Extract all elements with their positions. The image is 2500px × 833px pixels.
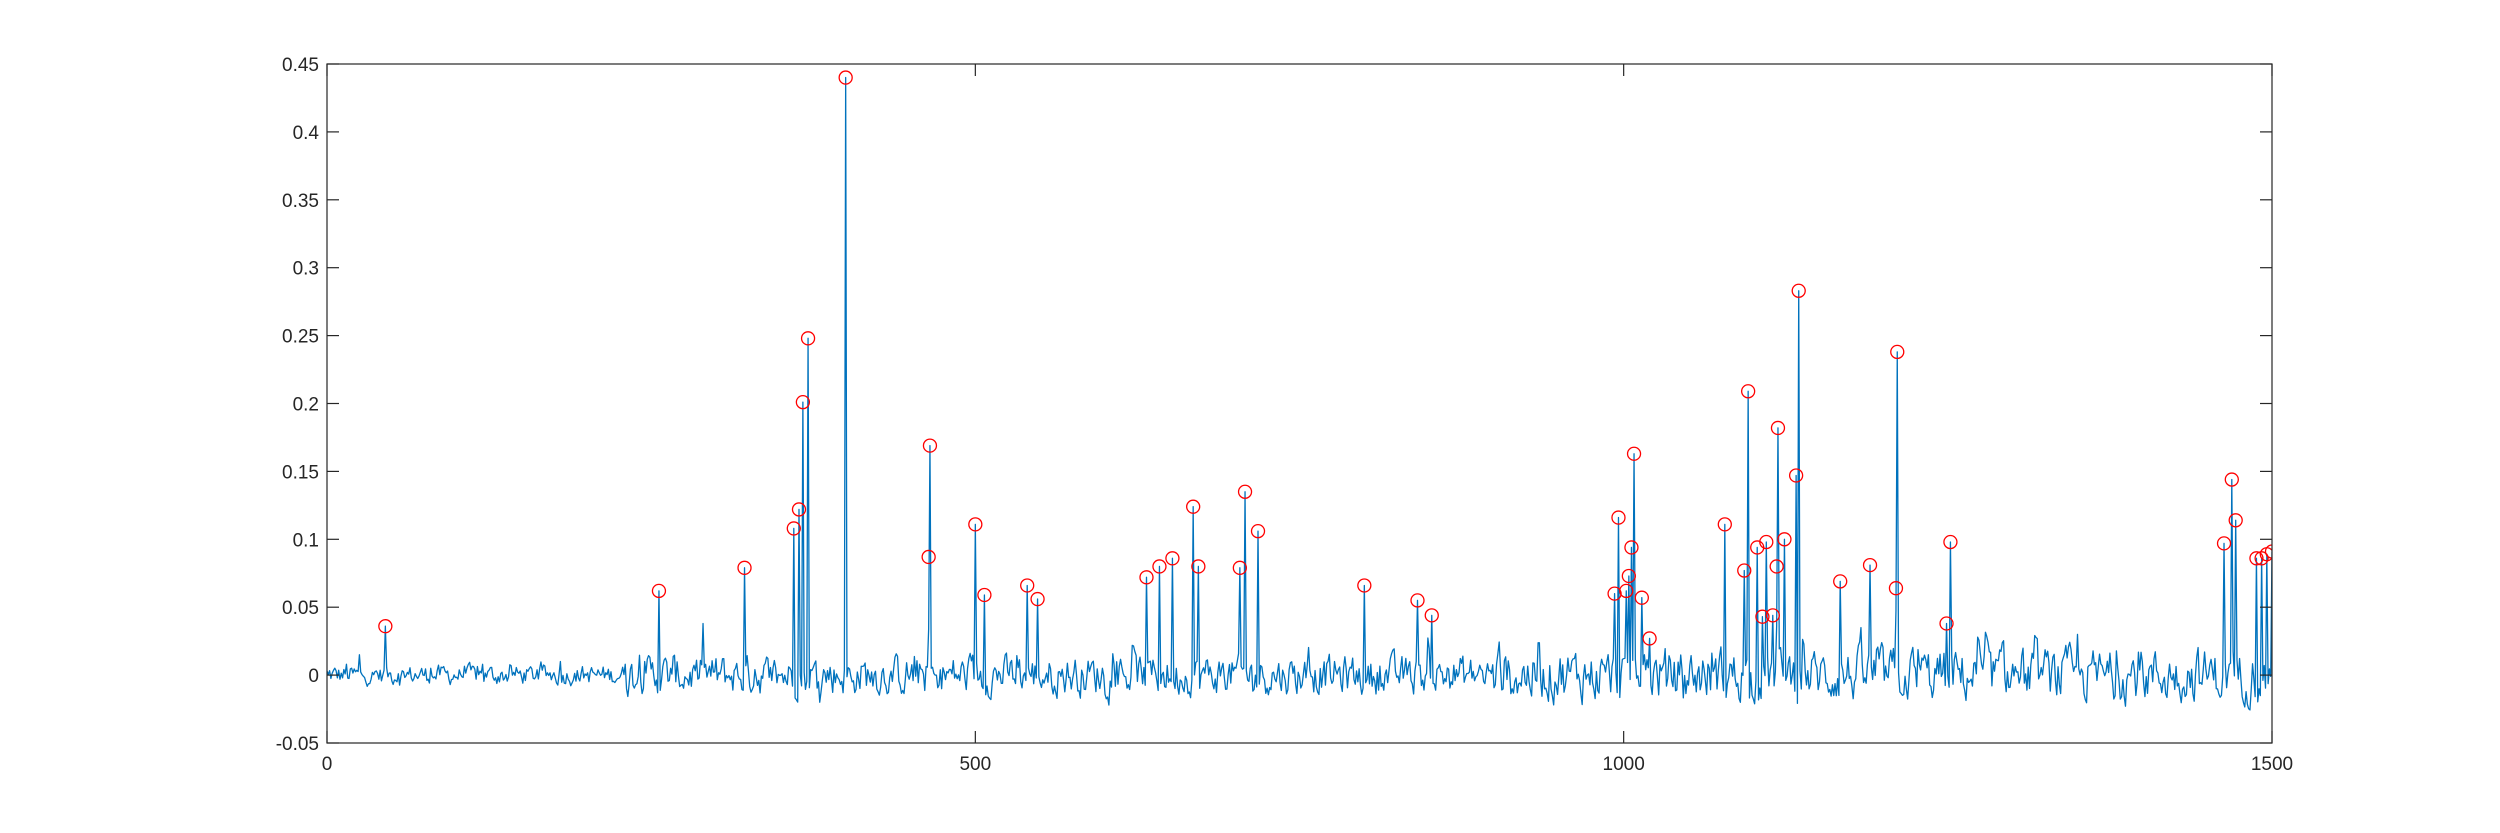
peak-marker (1890, 344, 1905, 360)
peak-marker (1943, 534, 1958, 550)
peak-marker (800, 331, 816, 346)
x-tick-label: 1000 (1603, 754, 1645, 775)
y-tick-label: 0.35 (282, 191, 319, 212)
peak-marker (1186, 499, 1201, 514)
peak-marker (2224, 472, 2239, 487)
peak-marker (1621, 568, 1637, 584)
peak-marker (1770, 420, 1786, 436)
y-tick-label: -0.05 (276, 734, 319, 755)
peak-marker (1357, 578, 1372, 593)
peak-marker (1862, 557, 1878, 573)
peak-marker (1833, 574, 1848, 589)
peak-marker (968, 517, 983, 532)
peak-marker (1939, 616, 1954, 631)
peak-marker (1755, 609, 1770, 624)
peak-marker (1165, 551, 1180, 566)
x-tick-label: 1500 (2251, 754, 2293, 775)
peak-marker (1030, 591, 1045, 607)
peak-marker (1737, 563, 1752, 578)
y-tick-label: 0.45 (282, 55, 319, 76)
peak-marker (1765, 608, 1780, 623)
peak-marker (2254, 551, 2269, 566)
peak-marker (1139, 570, 1154, 585)
peak-marker (1888, 581, 1904, 596)
peak-marker (1759, 534, 1774, 550)
peak-marker (1237, 484, 1253, 499)
plot-area (327, 70, 2272, 711)
peak-marker (2216, 536, 2232, 551)
peak-marker (1424, 608, 1439, 623)
peak-marker (1626, 446, 1642, 461)
peak-marker (378, 619, 393, 634)
peak-marker (1020, 578, 1035, 593)
axes: 0 500 1000 1500-0.0500.050.10.150.20.250.30… (276, 55, 2293, 775)
peak-marker (1740, 384, 1756, 399)
peak-marker (1717, 517, 1732, 532)
x-tick-label: 0 (322, 754, 333, 775)
peak-marker (1191, 559, 1206, 574)
y-tick-label: 0.15 (282, 462, 319, 483)
peak-marker (2264, 544, 2272, 559)
peak-marker (1152, 559, 1167, 574)
peak-marker (1634, 590, 1649, 605)
peak-marker (1642, 631, 1657, 646)
peak-marker (1250, 524, 1266, 539)
peak-marker (921, 549, 936, 565)
peak-marker (1791, 283, 1806, 298)
peak-marker (1624, 540, 1639, 555)
y-tick-label: 0.25 (282, 327, 319, 348)
peak-marker (1777, 532, 1792, 547)
signal-line-series (327, 76, 2272, 711)
peak-marker (1611, 510, 1626, 525)
peak-marker (1410, 593, 1425, 608)
peak-marker (737, 560, 752, 575)
y-tick-label: 0.1 (293, 530, 319, 551)
peak-marker (2249, 551, 2264, 566)
peak-marker (977, 587, 992, 603)
peak-marker (922, 438, 938, 453)
peak-marker (2228, 513, 2243, 528)
y-tick-label: 0 (308, 666, 319, 687)
peak-marker (786, 521, 801, 536)
y-tick-label: 0.2 (293, 395, 319, 416)
x-tick-label: 500 (959, 754, 991, 775)
peak-marker (838, 70, 853, 85)
y-tick-label: 0.3 (293, 259, 319, 280)
peak-marker (795, 394, 811, 410)
peak-marker (1619, 583, 1634, 599)
y-tick-label: 0.05 (282, 598, 319, 619)
peak-marker (1769, 559, 1784, 574)
peak-marker (651, 583, 667, 599)
peak-marker (791, 502, 807, 517)
peak-marker (1788, 468, 1804, 483)
y-tick-label: 0.4 (293, 123, 320, 144)
peak-marker (1607, 586, 1622, 601)
peak-marker (1232, 560, 1248, 575)
